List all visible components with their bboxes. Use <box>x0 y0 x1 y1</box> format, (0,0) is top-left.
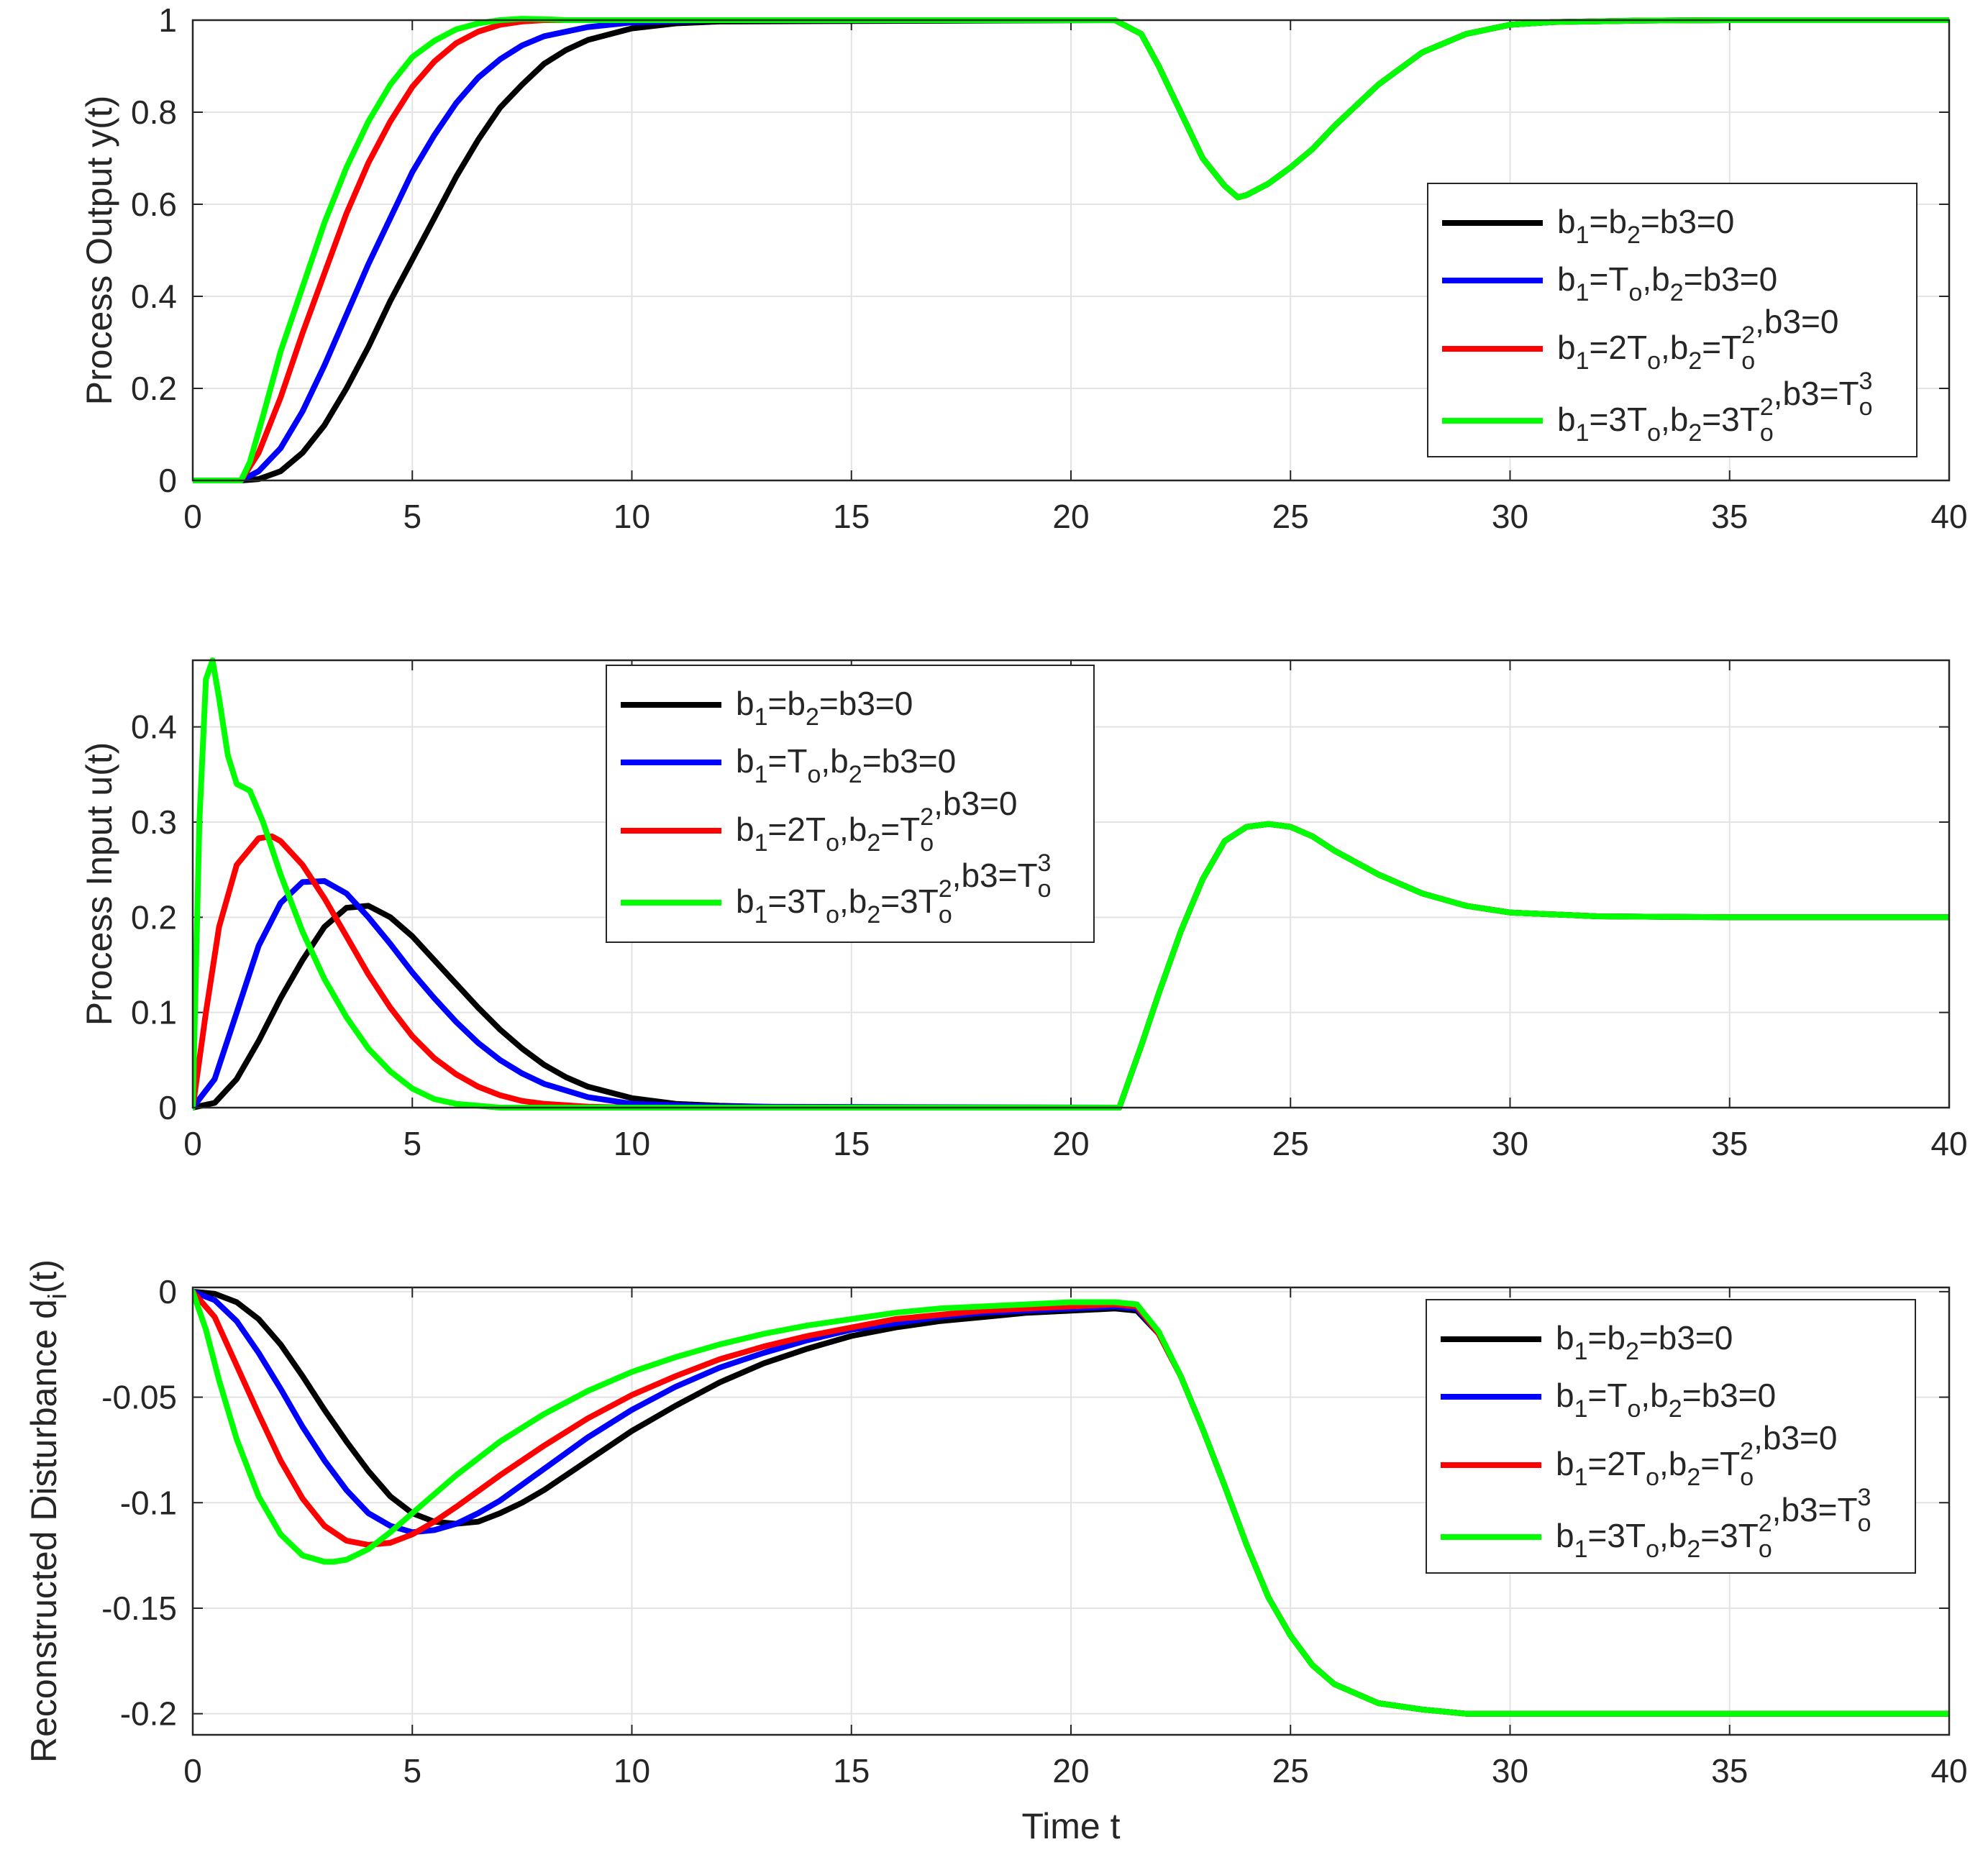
legend-label: b1=To,b2=b3=0 <box>1556 1377 1776 1423</box>
x-tick-label: 5 <box>403 1752 421 1789</box>
y-tick-label: -0.1 <box>120 1484 177 1521</box>
subplot-2: 0 5 10 15 20 25 30 35 40 0 0.1 0.2 0.3 0.4 Process Inp… <box>79 657 1968 1162</box>
legend: b1=b2=b3=0 b1=To,b2=b3=0b1=2To,b2=To2,b3=… <box>1427 183 1918 457</box>
x-tick-label: 40 <box>1930 1125 1967 1162</box>
y-tick-label: -0.05 <box>101 1379 177 1416</box>
legend-label: b1=3To,b2=3To2,b3=To3 <box>736 849 1052 929</box>
y-tick-label: -0.2 <box>120 1695 177 1733</box>
x-tick-label: 0 <box>183 498 202 535</box>
legend-label: b1=To,b2=b3=0 <box>1557 260 1777 306</box>
legend-label: b1=b2=b3=0 <box>1556 1319 1733 1365</box>
x-tick-label: 5 <box>403 1125 421 1162</box>
series-line-4 <box>193 1288 1949 1717</box>
x-tick-label: 30 <box>1492 1752 1528 1789</box>
y-tick-label: 0.8 <box>131 94 177 131</box>
axes-box <box>191 19 1951 482</box>
legend-label: b1=2To,b2=To2,b3=0 <box>1557 303 1839 375</box>
legend-label: b1=b2=b3=0 <box>736 685 913 731</box>
y-tick-label: 1 <box>158 1 177 39</box>
y-tick-label: 0.6 <box>131 186 177 223</box>
x-tick-label: 15 <box>833 1125 870 1162</box>
x-tick-label: 20 <box>1052 498 1089 535</box>
x-tick-label: 35 <box>1711 498 1748 535</box>
axes-box <box>191 1286 1951 1736</box>
x-tick-label: 40 <box>1930 1752 1967 1789</box>
x-tick-label: 35 <box>1711 1752 1748 1789</box>
y-tick-label: 0.2 <box>131 370 177 407</box>
x-tick-label: 40 <box>1930 498 1967 535</box>
y-tick-label: 0.3 <box>131 803 177 841</box>
x-tick-label: 20 <box>1052 1752 1089 1789</box>
axes-box <box>191 659 1951 1109</box>
legend-label: b1=2To,b2=To2,b3=0 <box>1556 1419 1838 1491</box>
y-tick-label: 0 <box>158 1273 177 1310</box>
x-tick-label: 5 <box>403 498 421 535</box>
x-tick-label: 15 <box>833 1752 870 1789</box>
legend-box <box>1427 183 1918 457</box>
x-tick-label: 25 <box>1272 498 1309 535</box>
legend: b1=b2=b3=0 b1=To,b2=b3=0b1=2To,b2=To2,b3=… <box>1426 1299 1916 1574</box>
y-axis-title: Process Output y(t) <box>79 96 119 406</box>
y-tick-label: -0.15 <box>101 1590 177 1627</box>
legend: b1=b2=b3=0 b1=To,b2=b3=0b1=2To,b2=To2,b3=… <box>606 665 1095 943</box>
subplot-1: 0 5 10 15 20 25 30 35 40 0 0.2 0.4 0.6 0.8 1 Process Ou… <box>79 1 1968 535</box>
legend-label: b1=3To,b2=3To2,b3=To3 <box>1556 1484 1871 1563</box>
subplot-3: 0 5 10 15 20 25 30 35 40 -0.2 -0.15 -0.1 -0.05 0 Recon… <box>24 1259 1968 1789</box>
x-tick-label: 10 <box>614 1125 650 1162</box>
x-tick-label: 10 <box>614 498 650 535</box>
x-tick-label: 30 <box>1492 1125 1528 1162</box>
x-tick-label: 30 <box>1492 498 1528 535</box>
y-tick-label: 0.1 <box>131 994 177 1031</box>
x-tick-label: 0 <box>183 1125 202 1162</box>
y-tick-label: 0.4 <box>131 708 177 746</box>
y-axis-title: Reconstructed Disturbance di(t) <box>24 1259 72 1763</box>
x-axis-title: Time t <box>1021 1806 1120 1846</box>
y-tick-label: 0 <box>158 1089 177 1126</box>
y-tick-label: 0 <box>158 462 177 499</box>
y-axis-title: Process Input u(t) <box>79 742 119 1026</box>
y-tick-label: 0.4 <box>131 278 177 315</box>
series-group <box>193 1288 1949 1717</box>
x-tick-label: 25 <box>1272 1125 1309 1162</box>
legend-box <box>606 665 1095 943</box>
x-tick-label: 25 <box>1272 1752 1309 1789</box>
legend-label: b1=b2=b3=0 <box>1557 203 1734 249</box>
x-tick-label: 15 <box>833 498 870 535</box>
x-tick-label: 35 <box>1711 1125 1748 1162</box>
x-tick-label: 0 <box>183 1752 202 1789</box>
y-tick-label: 0.2 <box>131 898 177 936</box>
x-tick-label: 20 <box>1052 1125 1089 1162</box>
legend-label: b1=2To,b2=To2,b3=0 <box>736 785 1018 857</box>
x-tick-label: 10 <box>614 1752 650 1789</box>
legend-box <box>1426 1299 1916 1574</box>
legend-label: b1=To,b2=b3=0 <box>736 742 956 788</box>
legend-label: b1=3To,b2=3To2,b3=To3 <box>1557 368 1873 447</box>
